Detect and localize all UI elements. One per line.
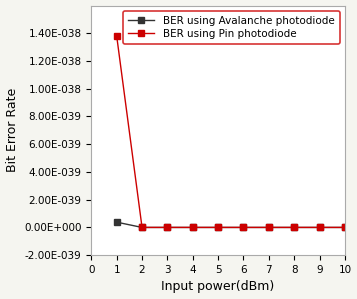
Y-axis label: Bit Error Rate: Bit Error Rate <box>6 88 19 173</box>
BER using Avalanche photodiode <box>317 226 322 229</box>
BER using Pin photodiode <box>317 226 322 229</box>
BER using Pin photodiode <box>343 226 347 229</box>
BER using Avalanche photodiode <box>115 220 119 224</box>
Legend: BER using Avalanche photodiode, BER using Pin photodiode: BER using Avalanche photodiode, BER usin… <box>123 11 340 44</box>
BER using Avalanche photodiode <box>241 226 246 229</box>
BER using Avalanche photodiode <box>343 226 347 229</box>
BER using Pin photodiode <box>115 34 119 38</box>
BER using Pin photodiode <box>292 226 296 229</box>
Line: BER using Pin photodiode: BER using Pin photodiode <box>114 33 348 231</box>
BER using Pin photodiode <box>241 226 246 229</box>
BER using Pin photodiode <box>216 226 220 229</box>
BER using Avalanche photodiode <box>216 226 220 229</box>
BER using Avalanche photodiode <box>292 226 296 229</box>
BER using Avalanche photodiode <box>267 226 271 229</box>
BER using Pin photodiode <box>191 226 195 229</box>
BER using Avalanche photodiode <box>140 226 144 229</box>
BER using Avalanche photodiode <box>191 226 195 229</box>
BER using Pin photodiode <box>165 226 170 229</box>
BER using Avalanche photodiode <box>165 226 170 229</box>
BER using Pin photodiode <box>267 226 271 229</box>
Line: BER using Avalanche photodiode: BER using Avalanche photodiode <box>114 219 348 231</box>
X-axis label: Input power(dBm): Input power(dBm) <box>161 280 275 293</box>
BER using Pin photodiode <box>140 226 144 229</box>
